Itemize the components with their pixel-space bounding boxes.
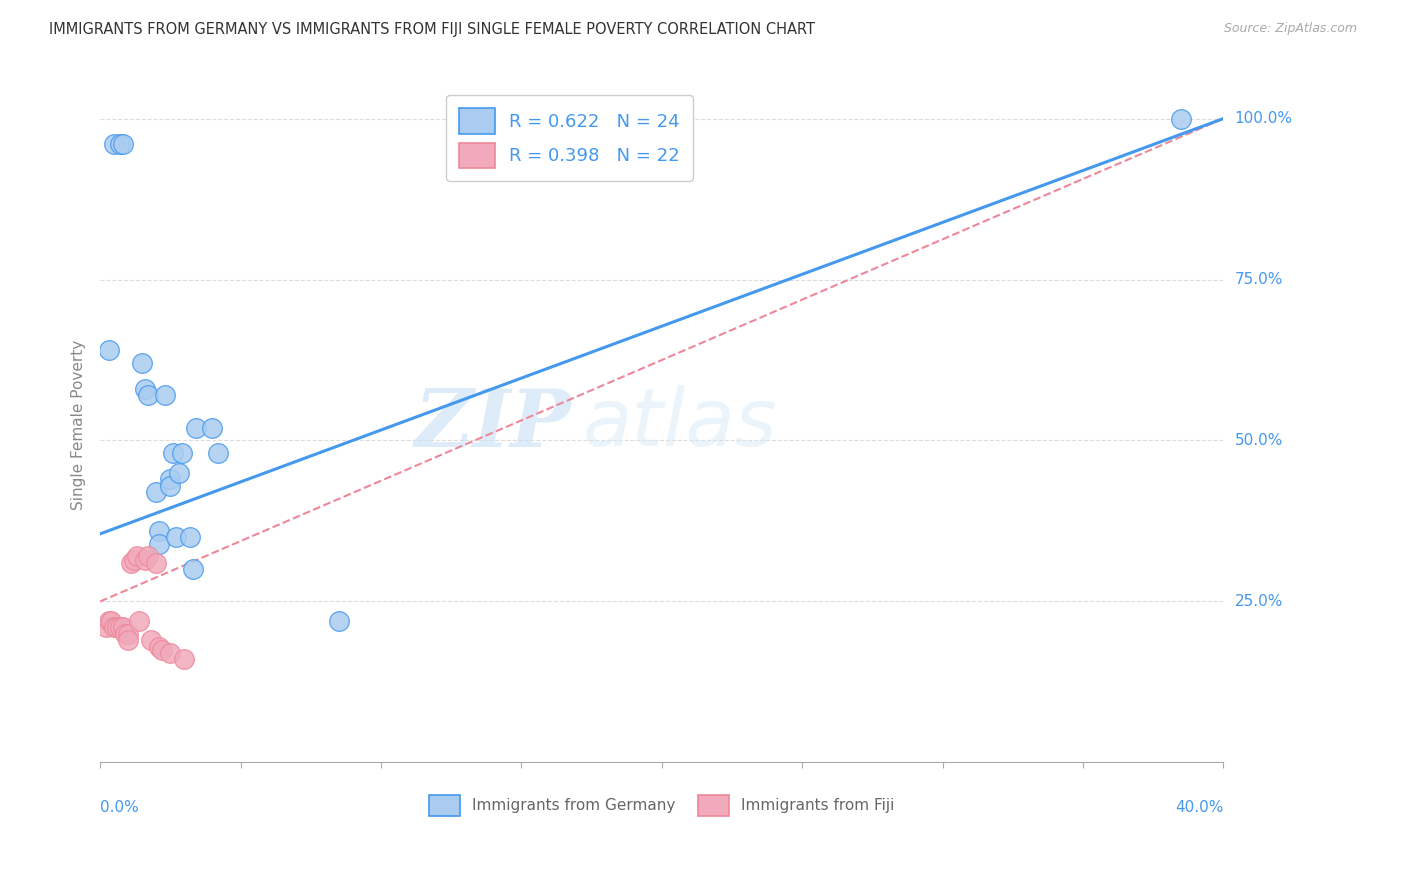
Point	[165, 530, 187, 544]
Point	[120, 556, 142, 570]
Text: 75.0%: 75.0%	[1234, 272, 1282, 287]
Point	[181, 562, 204, 576]
Point	[145, 485, 167, 500]
Y-axis label: Single Female Poverty: Single Female Poverty	[72, 339, 86, 509]
Point	[184, 420, 207, 434]
Point	[97, 343, 120, 358]
Point	[134, 552, 156, 566]
Point	[136, 549, 159, 564]
Point	[125, 549, 148, 564]
Legend: Immigrants from Germany, Immigrants from Fiji: Immigrants from Germany, Immigrants from…	[423, 789, 900, 822]
Point	[111, 137, 134, 152]
Point	[150, 642, 173, 657]
Point	[145, 556, 167, 570]
Point	[105, 620, 128, 634]
Point	[170, 446, 193, 460]
Point	[207, 446, 229, 460]
Point	[139, 633, 162, 648]
Point	[162, 446, 184, 460]
Point	[148, 524, 170, 538]
Point	[100, 614, 122, 628]
Text: 25.0%: 25.0%	[1234, 594, 1282, 609]
Point	[1170, 112, 1192, 126]
Point	[114, 626, 136, 640]
Point	[159, 472, 181, 486]
Point	[159, 646, 181, 660]
Text: ZIP: ZIP	[415, 385, 572, 463]
Point	[117, 626, 139, 640]
Point	[103, 620, 125, 634]
Text: 100.0%: 100.0%	[1234, 112, 1292, 126]
Text: 40.0%: 40.0%	[1175, 799, 1223, 814]
Text: atlas: atlas	[583, 385, 778, 464]
Point	[122, 552, 145, 566]
Text: 0.0%: 0.0%	[100, 799, 139, 814]
Point	[134, 382, 156, 396]
Point	[159, 478, 181, 492]
Point	[148, 536, 170, 550]
Point	[328, 614, 350, 628]
Point	[173, 652, 195, 666]
Point	[128, 614, 150, 628]
Point	[201, 420, 224, 434]
Point	[167, 466, 190, 480]
Point	[103, 137, 125, 152]
Point	[108, 620, 131, 634]
Point	[111, 620, 134, 634]
Text: IMMIGRANTS FROM GERMANY VS IMMIGRANTS FROM FIJI SINGLE FEMALE POVERTY CORRELATIO: IMMIGRANTS FROM GERMANY VS IMMIGRANTS FR…	[49, 22, 815, 37]
Point	[94, 620, 117, 634]
Point	[117, 633, 139, 648]
Point	[136, 388, 159, 402]
Point	[179, 530, 201, 544]
Point	[97, 614, 120, 628]
Point	[148, 640, 170, 654]
Text: Source: ZipAtlas.com: Source: ZipAtlas.com	[1223, 22, 1357, 36]
Point	[108, 137, 131, 152]
Point	[153, 388, 176, 402]
Text: 50.0%: 50.0%	[1234, 433, 1282, 448]
Point	[131, 356, 153, 370]
